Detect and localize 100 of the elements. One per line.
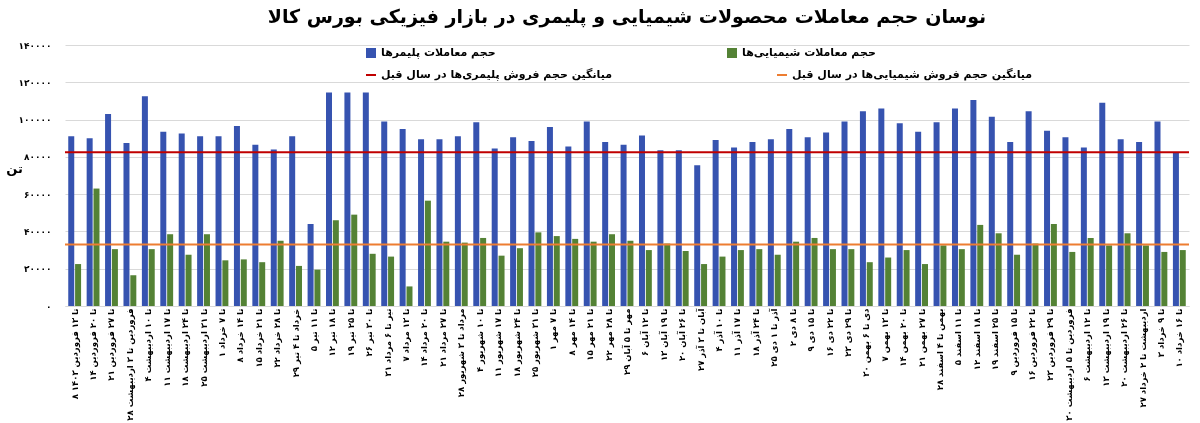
bar <box>148 249 155 306</box>
bar <box>859 111 866 306</box>
bar <box>988 116 995 306</box>
bar <box>93 188 100 306</box>
bar <box>933 122 940 306</box>
bar <box>289 136 296 306</box>
bar <box>1050 223 1057 306</box>
bar <box>86 138 93 306</box>
y-tick-label: ۶۰۰۰۰ <box>24 189 52 200</box>
bar <box>1099 102 1106 306</box>
bar <box>185 254 192 306</box>
y-tick-label: ۴۰۰۰۰ <box>24 226 52 237</box>
x-tick-label: ۷ تا ۱۳ مرداد <box>401 308 413 362</box>
bar <box>645 250 652 306</box>
x-tick-label: ۱۳ تا ۱۹ آبان <box>657 308 669 362</box>
bar <box>480 237 487 306</box>
bar <box>215 136 222 306</box>
bar <box>737 250 744 306</box>
bar <box>510 137 517 306</box>
x-tick-label: ۲۱ تا ۲۷ فروردین <box>106 308 118 381</box>
bar <box>369 253 376 306</box>
bar <box>793 241 800 306</box>
x-tick-label: ۱۱ تا ۱۷ آذر <box>731 308 744 357</box>
bar <box>203 234 210 306</box>
bar <box>418 139 425 306</box>
bar <box>829 249 836 306</box>
bar <box>664 243 671 306</box>
bar <box>362 92 369 306</box>
bar <box>197 136 204 306</box>
bar <box>731 147 738 306</box>
bar <box>572 238 579 306</box>
x-tick-label: ۱ تا ۷ مهر <box>548 308 560 351</box>
bar <box>565 146 572 306</box>
bar <box>602 141 609 306</box>
bar <box>1117 139 1124 306</box>
bar <box>326 92 332 306</box>
bar <box>388 256 395 306</box>
bar <box>638 135 645 306</box>
x-tick-label: ۶ تا ۱۲ آبان <box>639 308 651 356</box>
x-tick-label: ۱۹ تا ۲۵ تیر <box>345 308 357 357</box>
legend-label: حجم معاملات شیمیایی‌ها <box>742 46 876 59</box>
x-tick-label: ۱۹ تا ۲۵ اسفند <box>990 308 1001 371</box>
bar <box>1062 137 1069 306</box>
bar <box>694 165 701 306</box>
bar <box>68 136 75 306</box>
x-tick-label: ۲۹ مهر تا ۵ آبان <box>621 308 633 376</box>
bar <box>756 249 763 306</box>
bar <box>381 121 388 306</box>
bar <box>848 249 855 306</box>
bar <box>866 262 873 306</box>
x-tick-label: ۲۲ تا ۲۸ خرداد <box>272 308 284 368</box>
bar <box>712 140 719 306</box>
bar <box>314 269 321 306</box>
bar <box>620 144 627 306</box>
x-tick-label: ۸ تا ۱۳ فروردین ۱۴۰۳ <box>69 308 81 400</box>
bar <box>951 108 958 306</box>
bar <box>878 108 885 306</box>
x-tick-label: ۵ تا ۱۱ تیر <box>309 308 321 352</box>
bar <box>1154 121 1161 306</box>
bar <box>270 149 277 306</box>
bar <box>105 113 112 306</box>
bar <box>240 259 247 306</box>
x-tick-label: ۲۲ تا ۲۸ مهر <box>603 308 615 361</box>
bar <box>233 126 240 306</box>
bar <box>583 121 590 306</box>
bar <box>627 240 634 306</box>
bar <box>922 264 928 306</box>
x-tick-label: ۳ تا ۹ خرداد <box>1155 308 1167 358</box>
legend-label: میانگین حجم فروش شیمیایی‌ها در سال قبل <box>792 68 1033 81</box>
x-tick-label: ۲۸ بهمن تا ۴ اسفند <box>934 308 946 391</box>
bar <box>167 234 174 306</box>
x-tick-label: ۲۷ آبان تا ۳ آذر <box>694 307 707 372</box>
bar <box>1080 147 1087 306</box>
x-tick-label: ۱۲ تا ۱۸ تیر <box>327 308 339 357</box>
bar <box>130 275 137 306</box>
bar <box>332 220 339 306</box>
bar <box>1007 141 1014 306</box>
bar <box>351 214 358 306</box>
x-tick-label: ۹ تا ۱۵ فروردین <box>1008 308 1020 376</box>
x-tick-label: ۲۱ تا ۲۷ بهمن <box>916 308 928 367</box>
x-tick-label: ۶ تا ۱۲ اردیبهشت <box>1082 308 1094 382</box>
x-tick-label: ۴ تا ۱۰ آذر <box>713 308 726 352</box>
bar <box>896 123 903 306</box>
x-tick-label: ۱ تا ۷ خرداد <box>216 308 228 358</box>
bar <box>553 236 560 306</box>
x-tick-label: ۵ تا ۱۱ اسفند <box>953 308 964 366</box>
bar <box>675 150 682 306</box>
bar <box>811 237 818 306</box>
x-tick-label: ۲۶ تا ۳۰ تیر <box>364 308 376 357</box>
x-tick-label: ۱۵ تا ۲۱ مهر <box>585 308 597 361</box>
bar <box>454 136 461 306</box>
bar <box>75 264 82 306</box>
bar <box>786 128 793 306</box>
bar <box>1142 245 1149 306</box>
x-tick-label: ۲۷ اردیبهشت تا ۲ خرداد <box>1137 308 1149 408</box>
x-tick-label: ۲۸ مرداد تا ۳ شهریور <box>456 308 468 398</box>
x-tick-label: ۳۰ فروردین تا ۵ اردیبهشت <box>1063 308 1075 421</box>
bar <box>222 260 229 306</box>
x-tick-label: ۱۶ تا ۲۲ دی <box>824 308 835 357</box>
bar <box>590 241 597 306</box>
